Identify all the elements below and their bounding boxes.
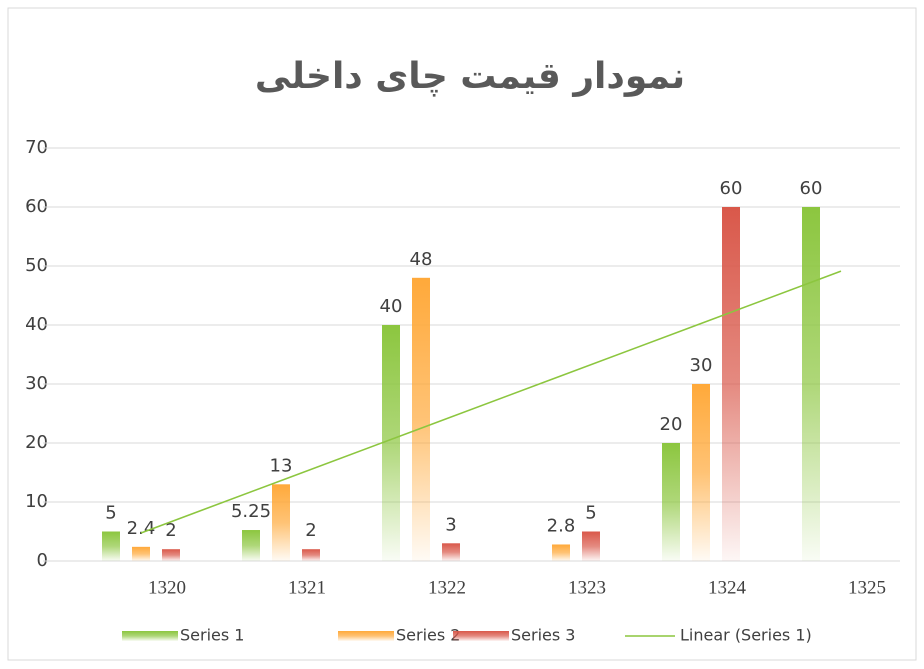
bar xyxy=(722,207,740,561)
data-label: 2.8 xyxy=(547,515,576,536)
data-label: 2 xyxy=(165,520,176,541)
x-tick-label: 1324 xyxy=(708,577,747,598)
y-tick-label: 20 xyxy=(25,432,48,453)
data-label: 13 xyxy=(270,455,293,476)
legend-swatch xyxy=(122,631,178,641)
data-label: 40 xyxy=(380,296,403,317)
chart-border xyxy=(7,7,917,661)
x-tick-label: 1320 xyxy=(148,577,186,598)
data-label: 30 xyxy=(690,355,713,376)
data-label: 20 xyxy=(660,414,683,435)
x-tick-label: 1323 xyxy=(568,577,606,598)
bar xyxy=(802,207,820,561)
legend-swatch xyxy=(453,631,509,641)
chart-title: نمودار قیمت چای داخلی xyxy=(255,56,685,97)
data-label: 2 xyxy=(305,520,316,541)
y-tick-label: 0 xyxy=(37,550,48,571)
legend-swatch xyxy=(338,631,394,641)
y-tick-label: 40 xyxy=(25,314,48,335)
y-tick-label: 30 xyxy=(25,373,48,394)
bar xyxy=(102,531,120,561)
data-label: 60 xyxy=(800,178,823,199)
legend-label: Series 3 xyxy=(511,626,575,645)
data-label: 48 xyxy=(410,249,433,270)
legend-label: Series 1 xyxy=(180,626,244,645)
x-tick-label: 1322 xyxy=(428,577,466,598)
data-label: 3 xyxy=(445,514,456,535)
bar xyxy=(662,443,680,561)
bar xyxy=(132,546,150,561)
data-label: 5.25 xyxy=(231,501,271,522)
bar xyxy=(692,384,710,561)
data-label: 60 xyxy=(720,178,743,199)
y-tick-label: 60 xyxy=(25,196,48,217)
data-label: 5 xyxy=(105,503,116,524)
trend-line xyxy=(140,270,842,534)
bar xyxy=(242,530,260,561)
bar xyxy=(162,549,180,561)
bar xyxy=(382,325,400,561)
data-label: 5 xyxy=(585,503,596,524)
x-tick-label: 1325 xyxy=(848,577,886,598)
bar xyxy=(552,544,570,561)
bar xyxy=(272,484,290,561)
y-tick-label: 10 xyxy=(25,491,48,512)
bar xyxy=(302,549,320,561)
data-label: 2.4 xyxy=(127,518,156,539)
bar xyxy=(412,277,430,561)
x-tick-label: 1321 xyxy=(288,577,326,598)
y-tick-label: 70 xyxy=(25,137,48,158)
legend-label: Linear (Series 1) xyxy=(680,626,812,645)
bar xyxy=(442,543,460,561)
legend-label: Series 2 xyxy=(396,626,460,645)
y-tick-label: 50 xyxy=(25,255,48,276)
bar xyxy=(582,531,600,561)
